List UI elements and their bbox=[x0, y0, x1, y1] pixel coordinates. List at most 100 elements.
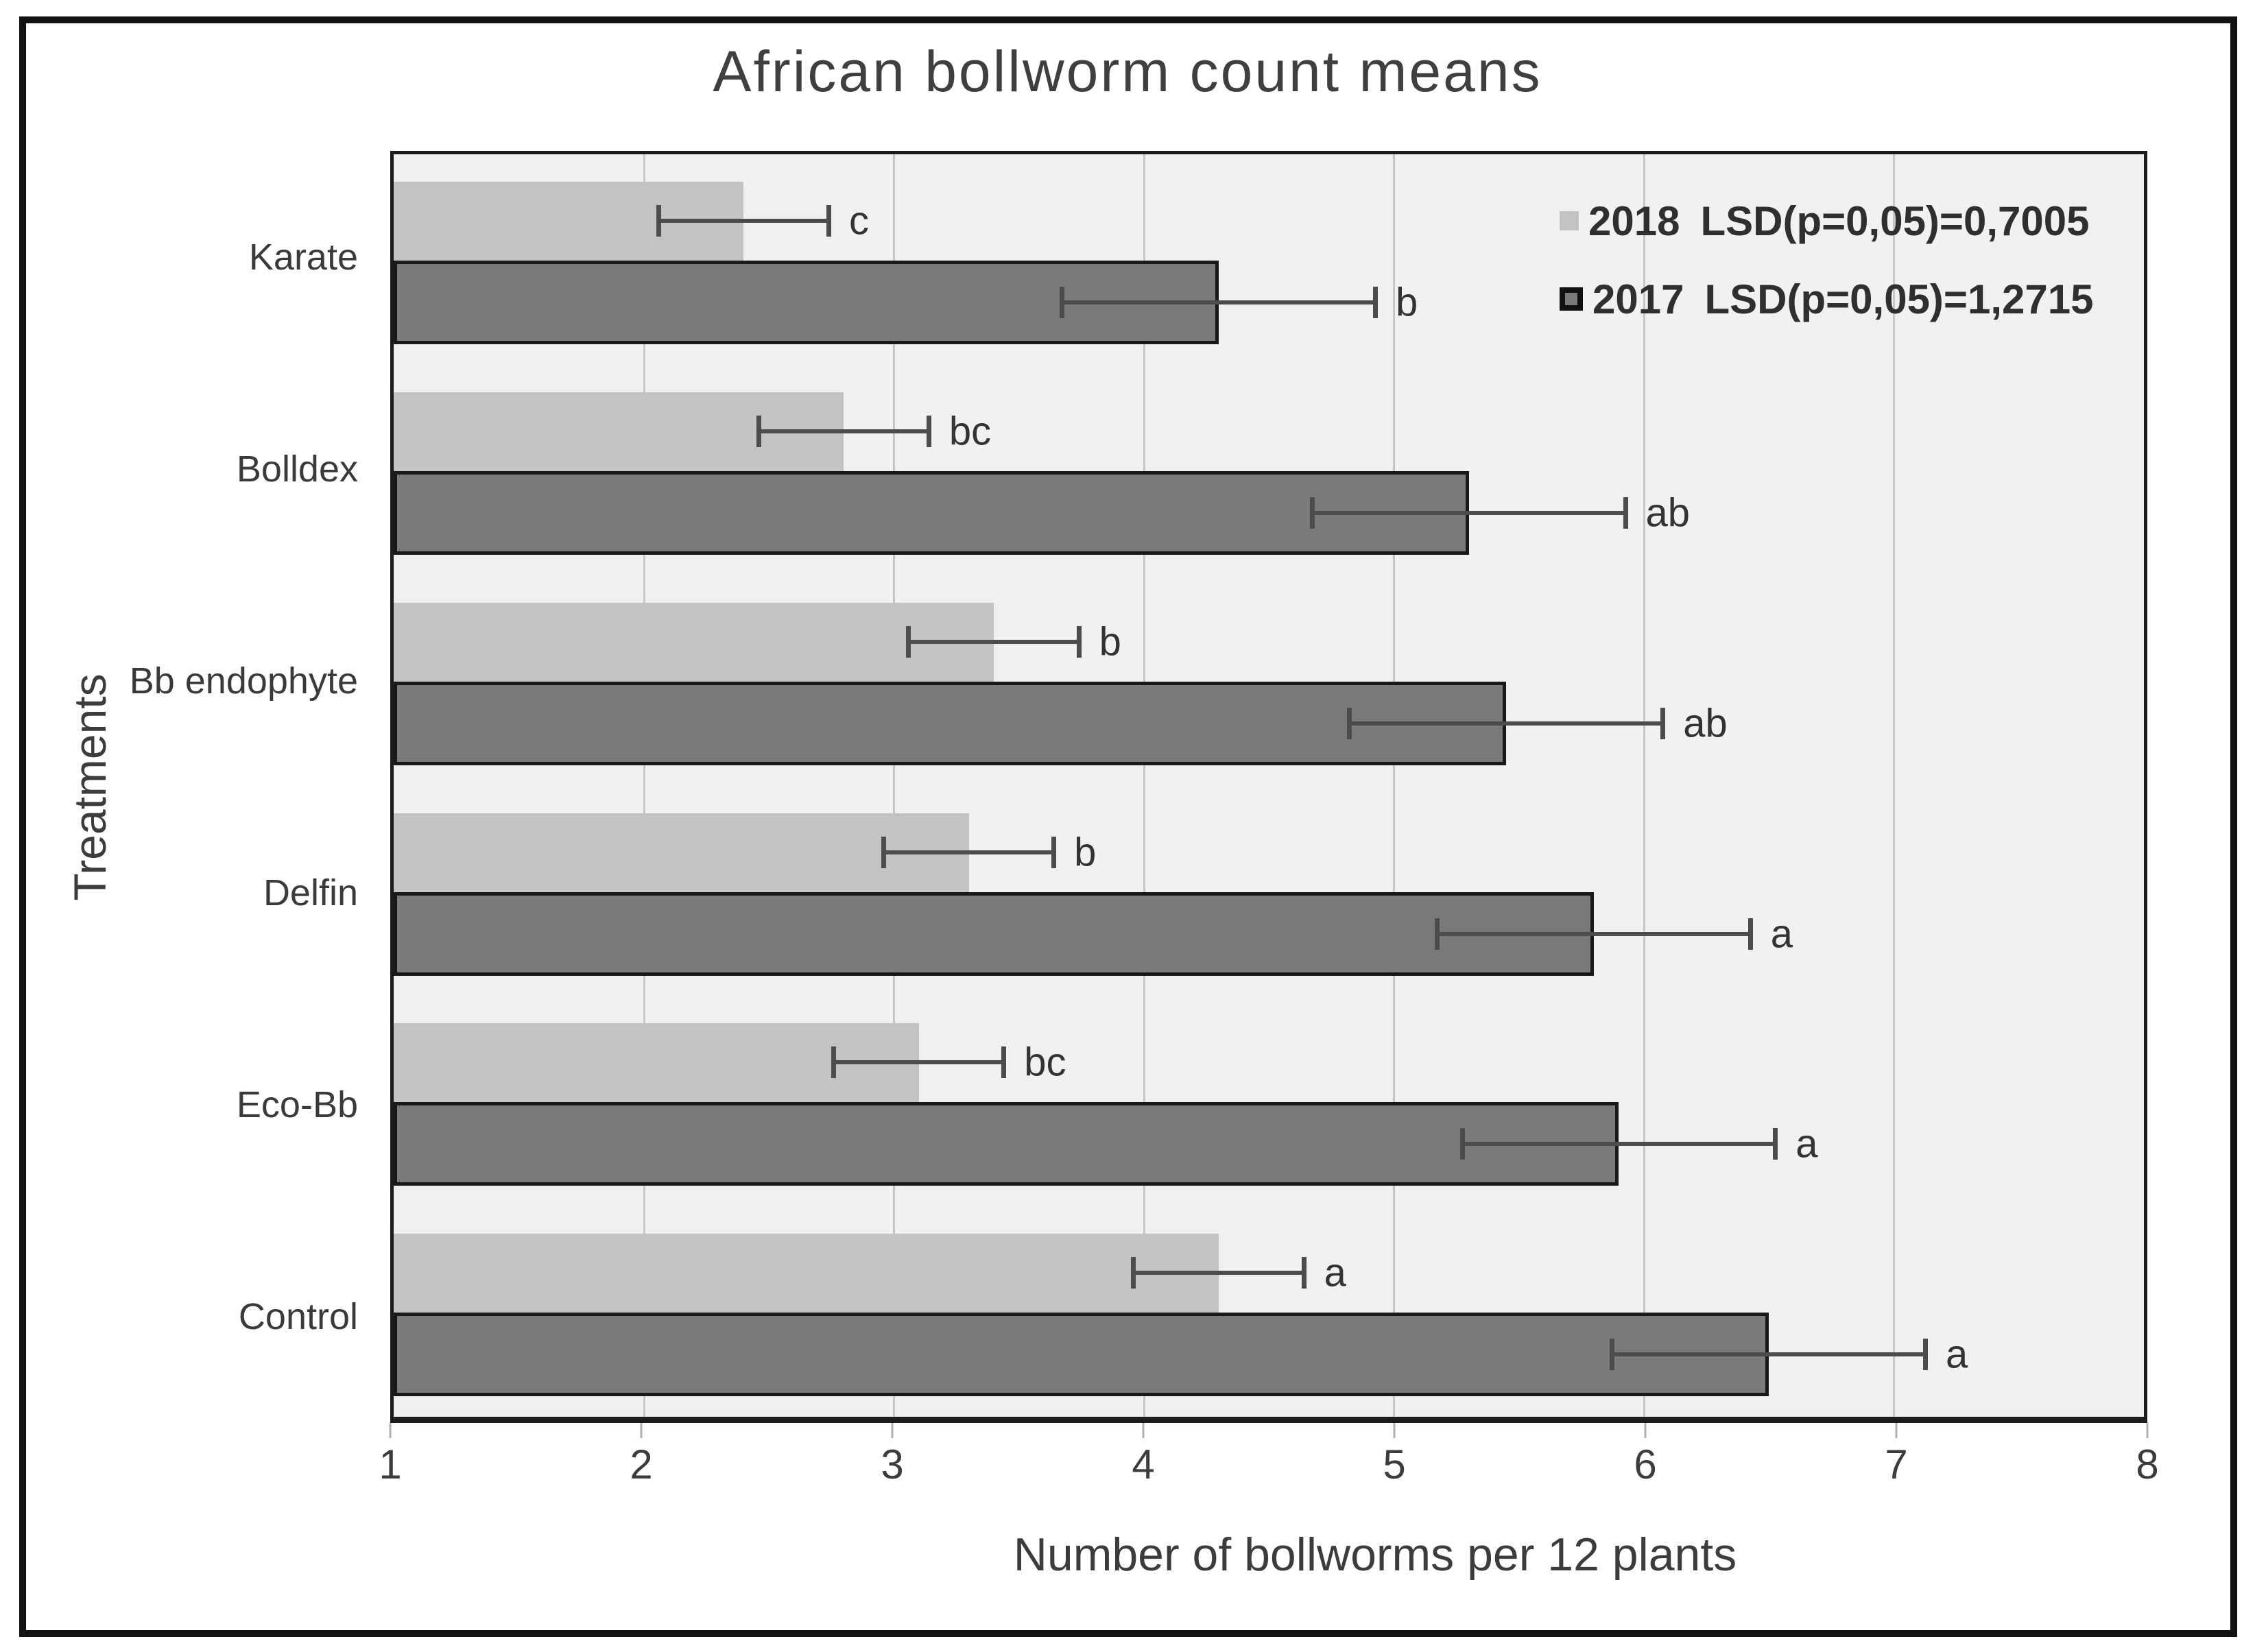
error-bar-line bbox=[1131, 1271, 1307, 1276]
error-bar-line bbox=[906, 639, 1082, 644]
error-bar-line bbox=[1435, 931, 1753, 936]
error-bar bbox=[1610, 1339, 1928, 1371]
error-bar-cap-right bbox=[1623, 496, 1628, 529]
legend-series-label: 2018 bbox=[1588, 197, 1680, 244]
bar-group: b ab bbox=[394, 575, 2144, 786]
significance-letter: a bbox=[1946, 1332, 1968, 1377]
error-bar bbox=[756, 415, 931, 447]
error-bar-cap-left bbox=[1459, 1128, 1465, 1160]
x-tick-mark bbox=[2146, 1423, 2149, 1438]
significance-letter: bc bbox=[948, 409, 992, 454]
chart-title: African bollworm count means bbox=[713, 39, 1542, 104]
plot-area: c b bc ab b ab b a bc a a a 2018 LSD(p=0,05)=0,7005 2… bbox=[390, 151, 2147, 1423]
error-bar-cap-left bbox=[1435, 918, 1440, 950]
error-bar-line bbox=[881, 850, 1057, 854]
significance-letter: a bbox=[1324, 1250, 1346, 1295]
error-bar-cap-left bbox=[1309, 496, 1315, 529]
x-axis-ticks: 1 2 3 4 5 6 7 8 bbox=[379, 1423, 2159, 1526]
x-tick-label: 8 bbox=[2136, 1441, 2159, 1487]
x-tick-mark bbox=[1393, 1423, 1396, 1438]
error-bar-cap-left bbox=[831, 1046, 836, 1079]
x-tick-mark bbox=[1142, 1423, 1145, 1438]
x-axis-title: Number of bollworms per 12 plants bbox=[1013, 1529, 1737, 1581]
error-bar-cap-right bbox=[1773, 1128, 1778, 1160]
bar-group: bc ab bbox=[394, 365, 2144, 575]
legend-item-2018: 2018 LSD(p=0,05)=0,7005 bbox=[1560, 190, 2136, 252]
x-tick-mark bbox=[1644, 1423, 1647, 1438]
legend-swatch-2018 bbox=[1560, 211, 1579, 230]
category-label: Bolldex bbox=[236, 448, 358, 490]
x-tick-mark bbox=[891, 1423, 894, 1438]
gridline bbox=[893, 154, 896, 1417]
legend-lsd-value: LSD(p=0,05)=1,2715 bbox=[1704, 276, 2094, 322]
error-bar-cap-right bbox=[1301, 1257, 1307, 1289]
legend: 2018 LSD(p=0,05)=0,7005 2017 LSD(p=0,05)=1,… bbox=[1560, 190, 2136, 346]
legend-series-label: 2017 bbox=[1592, 276, 1684, 322]
category-label: Control bbox=[238, 1296, 358, 1338]
x-tick-mark bbox=[389, 1423, 392, 1438]
category-label: Delfin bbox=[263, 872, 358, 914]
significance-letter: b bbox=[1074, 830, 1097, 874]
x-tick-label: 3 bbox=[881, 1441, 904, 1487]
error-bar-line bbox=[1347, 721, 1666, 726]
bar-2017 bbox=[394, 470, 1469, 555]
error-bar-cap-left bbox=[1131, 1257, 1136, 1289]
error-bar-cap-left bbox=[1347, 707, 1352, 739]
error-bar-cap-right bbox=[1923, 1339, 1928, 1371]
bar-2018 bbox=[394, 602, 994, 682]
error-bar-cap-right bbox=[1076, 625, 1082, 658]
bar-2017 bbox=[394, 891, 1594, 976]
x-tick-label: 6 bbox=[1634, 1441, 1657, 1487]
error-bar bbox=[1459, 1128, 1778, 1160]
gridline bbox=[643, 154, 645, 1417]
error-bar bbox=[1347, 707, 1666, 739]
significance-letter: ab bbox=[1683, 701, 1728, 746]
bar-2017 bbox=[394, 681, 1507, 765]
bar-2017 bbox=[394, 1102, 1619, 1186]
gridline bbox=[1393, 154, 1396, 1417]
bar-2018 bbox=[394, 813, 969, 892]
error-bar-cap-left bbox=[756, 415, 761, 447]
error-bar-cap-left bbox=[656, 205, 661, 237]
category-label: Karate bbox=[248, 236, 358, 278]
gridline bbox=[1893, 154, 1896, 1417]
significance-letter: b bbox=[1099, 619, 1121, 665]
error-bar-line bbox=[756, 429, 931, 433]
error-bar-line bbox=[1610, 1352, 1928, 1357]
error-bar-line bbox=[656, 219, 831, 223]
x-tick-label: 2 bbox=[630, 1441, 653, 1487]
error-bar-cap-right bbox=[926, 415, 931, 447]
error-bar bbox=[906, 625, 1082, 658]
significance-letter: a bbox=[1795, 1121, 1818, 1166]
error-bar-cap-right bbox=[1372, 287, 1378, 318]
bar-2018 bbox=[394, 1023, 919, 1103]
error-bar-cap-right bbox=[1747, 918, 1753, 950]
error-bar bbox=[656, 205, 831, 237]
bar-group: bc a bbox=[394, 996, 2144, 1206]
error-bar bbox=[1435, 918, 1753, 950]
legend-lsd-value: LSD(p=0,05)=0,7005 bbox=[1700, 197, 2090, 244]
category-axis-labels: Karate Bolldex Bb endophyte Delfin Eco-Bb Con… bbox=[41, 151, 358, 1423]
error-bar-cap-right bbox=[1660, 707, 1666, 739]
x-tick-label: 7 bbox=[1885, 1441, 1908, 1487]
error-bar-line bbox=[1309, 510, 1628, 515]
significance-letter: bc bbox=[1024, 1040, 1066, 1085]
error-bar-cap-right bbox=[1001, 1046, 1007, 1079]
error-bar-cap-left bbox=[906, 625, 911, 658]
significance-letter: c bbox=[849, 198, 869, 243]
error-bar bbox=[1060, 287, 1378, 318]
error-bar bbox=[831, 1046, 1007, 1079]
error-bar-line bbox=[1459, 1142, 1778, 1147]
x-tick-label: 1 bbox=[379, 1441, 402, 1487]
category-label: Eco-Bb bbox=[236, 1084, 358, 1126]
error-bar bbox=[1309, 496, 1628, 529]
legend-item-2017: 2017 LSD(p=0,05)=1,2715 bbox=[1560, 268, 2136, 330]
category-label: Bb endophyte bbox=[129, 660, 358, 702]
legend-swatch-2017 bbox=[1560, 287, 1583, 311]
bar-2017 bbox=[394, 1313, 1769, 1397]
x-tick-label: 5 bbox=[1383, 1441, 1406, 1487]
error-bar bbox=[1131, 1257, 1307, 1289]
